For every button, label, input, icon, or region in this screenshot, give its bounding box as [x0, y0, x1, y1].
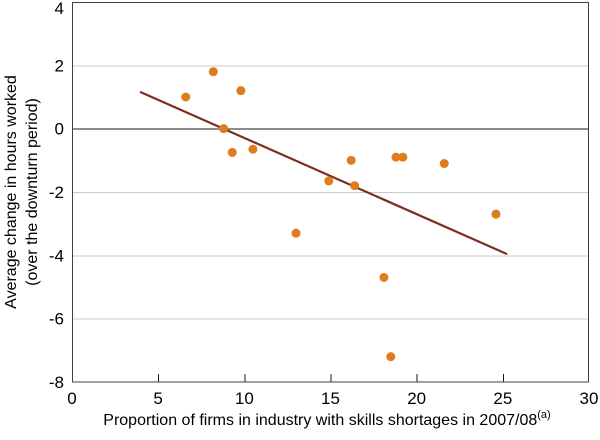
y-tick-label: 4	[55, 0, 64, 18]
scatter-point	[208, 67, 218, 77]
scatter-point	[379, 273, 389, 282]
scatter-point	[236, 86, 246, 96]
gridlines	[72, 65, 589, 320]
y-tick-label: -6	[49, 310, 64, 329]
scatter-point	[248, 144, 258, 154]
x-axis-tick-labels: 0 5 10 15 20 25 30	[67, 389, 598, 408]
x-axis-ticks	[158, 374, 504, 382]
scatter-point	[181, 92, 191, 102]
scatter-point	[386, 352, 396, 362]
scatter-point	[227, 147, 237, 157]
scatter-point	[439, 159, 449, 168]
y-axis-tick-labels: 4 2 0 -2 -4 -6 -8	[49, 0, 64, 392]
scatter-point	[491, 209, 501, 219]
trend-line	[139, 91, 508, 255]
y-tick-label: -4	[49, 246, 64, 265]
scatter-point	[391, 152, 401, 162]
plot-frame	[72, 2, 589, 383]
scatter-point	[324, 176, 334, 186]
x-tick-label: 30	[580, 389, 599, 408]
y-tick-label: -2	[49, 183, 64, 202]
scatter-point	[219, 124, 229, 134]
scatter-point	[398, 152, 408, 162]
x-tick-label: 20	[407, 389, 426, 408]
x-tick-label: 5	[153, 389, 162, 408]
x-tick-label: 15	[321, 389, 340, 408]
x-axis-title-text: Proportion of firms in industry with ski…	[103, 412, 537, 429]
y-tick-label: 0	[55, 120, 64, 139]
y-axis-title-line2: (over the downturn period)	[24, 98, 41, 286]
scatter-point	[350, 181, 360, 191]
y-tick-label: 2	[55, 56, 64, 75]
x-axis-title: Proportion of firms in industry with ski…	[103, 409, 550, 429]
x-tick-label: 10	[235, 389, 254, 408]
x-tick-label: 0	[67, 389, 76, 408]
y-tick-label: -8	[49, 373, 64, 392]
x-axis-title-superscript: (a)	[537, 409, 550, 421]
y-axis-title-line1: Average change in hours worked	[3, 75, 20, 309]
x-tick-label: 25	[493, 389, 512, 408]
scatter-point	[346, 155, 356, 165]
scatter-point	[291, 228, 301, 238]
scatter-points	[181, 67, 501, 362]
